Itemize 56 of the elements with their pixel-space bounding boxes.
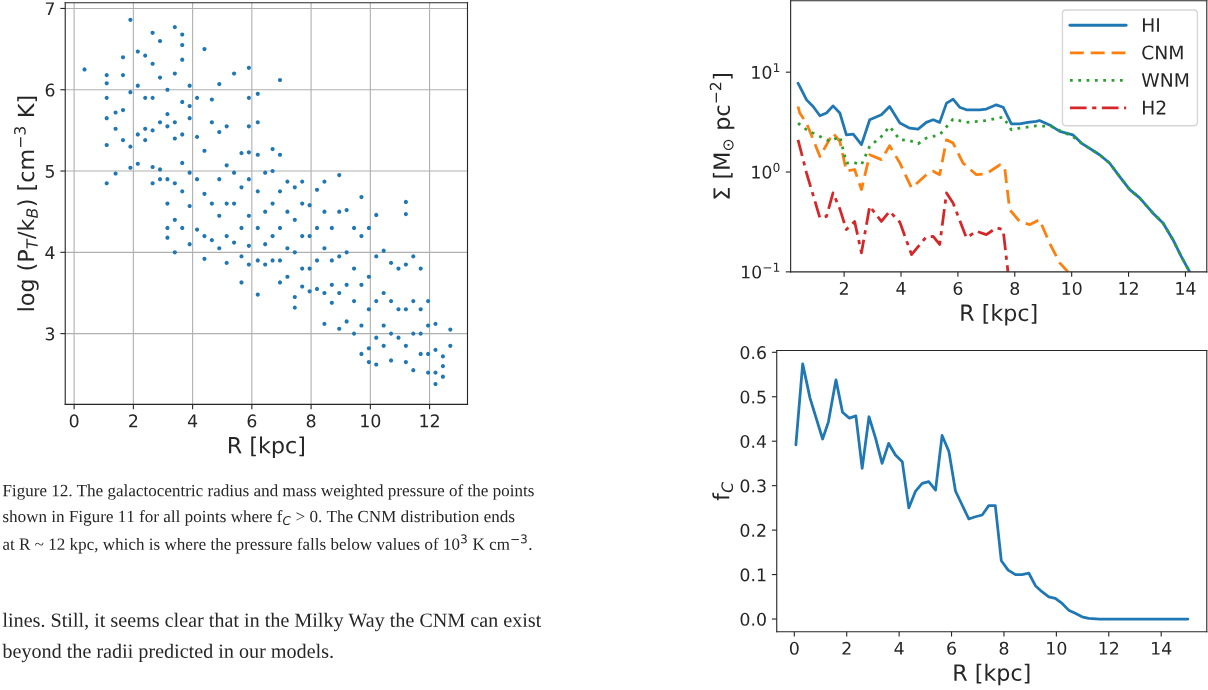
text: lines. Still, it seems clear that in the Milky Way the CNM can exist (2, 612, 542, 632)
y-tick-label: 0.3 (740, 479, 766, 493)
y-tick-label: 0.5 (740, 390, 766, 404)
y-tick-label: 10$^{0}$ (752, 162, 780, 179)
x-tick-label: 14 (1152, 641, 1172, 655)
legend-label: H2 (1143, 100, 1166, 115)
y-axis-title: Σ [M$_{⊙}$ pc$^{−2}$] (709, 73, 735, 199)
legend-label: CNM (1142, 45, 1183, 60)
x-tick-label: 0 (69, 414, 79, 428)
line-series (796, 105, 1070, 272)
x-tick-label: 12 (1119, 281, 1138, 295)
x-tick-label: 6 (247, 414, 257, 428)
text: shown in Figure 11 for all points where f$_{C}$ > 0. The CNM distribution ends (3, 510, 515, 526)
x-tick-label: 4 (896, 282, 906, 295)
y-tick-label: 10$^{1}$ (752, 63, 780, 79)
y-tick-label: 0.0 (740, 612, 766, 626)
x-tick-label: 8 (1010, 281, 1020, 296)
x-tick-label: 10 (1062, 281, 1082, 296)
text: beyond the radii predicted in our models. (2, 643, 333, 663)
y-tick-label: 5 (45, 164, 54, 178)
y-tick-label: 4 (45, 246, 55, 259)
x-tick-label: 8 (999, 641, 1009, 655)
y-tick-label: 6 (45, 83, 55, 97)
x-axis-title: R [kpc] (961, 303, 1037, 326)
x-tick-label: 14 (1176, 282, 1196, 295)
y-tick-label: 10$^{−1}$ (742, 262, 780, 279)
y-tick-label: 7 (45, 2, 55, 16)
x-tick-label: 8 (306, 414, 316, 428)
x-tick-label: 2 (842, 641, 851, 655)
x-tick-label: 0 (789, 641, 799, 655)
x-tick-label: 6 (953, 281, 963, 296)
caption: Figure 12. The galactocentric radius and mass weighted pressure of the points (2, 484, 534, 500)
line-series (796, 138, 1010, 272)
line-series (794, 362, 1190, 621)
x-tick-label: 10 (361, 414, 381, 428)
x-tick-label: 2 (129, 414, 138, 428)
legend-label: WNM (1141, 73, 1189, 87)
y-tick-label: 0.2 (740, 523, 766, 537)
legend-label: HI (1143, 18, 1159, 32)
x-tick-label: 4 (894, 641, 904, 655)
y-tick-label: 3 (45, 327, 55, 341)
x-tick-label: 12 (1099, 641, 1119, 655)
line-series (796, 115, 1191, 272)
y-axis-title: f$_{C}$ (712, 482, 734, 501)
x-tick-label: 12 (420, 414, 439, 428)
x-tick-label: 10 (1047, 641, 1067, 655)
x-axis-title: R [kpc] (229, 436, 304, 458)
y-tick-label: 0.6 (740, 346, 766, 360)
text: at R ~ 12 kpc, which is where the pressure falls below values of 10$^{3}$ K cm$^{−3}$. (3, 534, 532, 554)
x-tick-label: 4 (187, 414, 198, 428)
x-axis-title: R [kpc] (954, 663, 1030, 686)
y-tick-label: 0.1 (740, 568, 766, 582)
y-axis-title: log (P$_{T}$/k$_{B}$) [cm$^{−3}$ K] (14, 96, 39, 311)
x-tick-label: 2 (839, 281, 848, 295)
y-tick-label: 0.4 (740, 434, 767, 449)
x-tick-label: 6 (947, 641, 956, 655)
